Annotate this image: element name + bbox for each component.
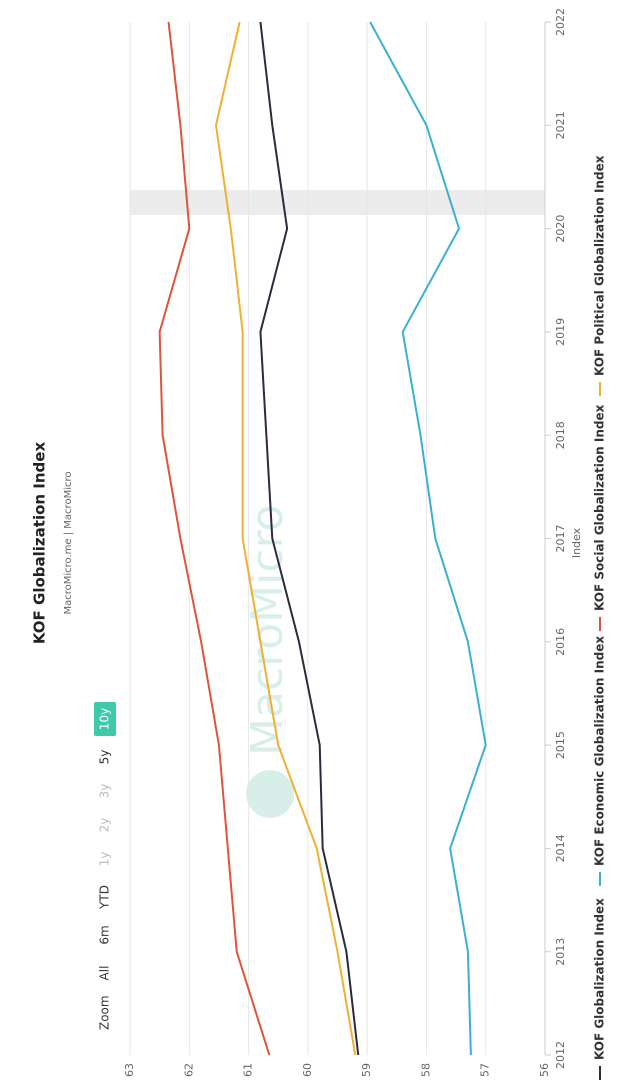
y-tick-label: 57 (479, 1063, 492, 1077)
hover-band (130, 190, 545, 215)
zoom-button[interactable]: 6m (98, 925, 112, 944)
x-tick-label: 2017 (554, 525, 567, 553)
zoom-button[interactable]: 5y (98, 750, 112, 765)
x-tick-label: 2021 (554, 111, 567, 139)
legend-entry[interactable]: KOF Globalization Index (593, 898, 607, 1060)
x-tick-label: 2013 (554, 938, 567, 966)
y-tick-label: 61 (242, 1063, 255, 1077)
rotated-chart: MacroMicro KOF Globalization Index Macro… (31, 8, 607, 1080)
zoom-button[interactable]: 10y (98, 708, 112, 730)
x-tick-label: 2015 (554, 731, 567, 759)
y-tick-label: 58 (419, 1063, 432, 1077)
y-axis-title: Index (570, 527, 583, 558)
zoom-button-bg (94, 702, 116, 736)
y-tick-label: 59 (360, 1063, 373, 1077)
y-tick-label: 62 (182, 1063, 195, 1077)
watermark: MacroMicro (242, 504, 293, 756)
series-line (158, 21, 271, 1056)
x-tick-label: 2018 (554, 421, 567, 449)
series-line (369, 21, 487, 1056)
zoom-button[interactable]: YTD (98, 885, 112, 910)
y-tick-label: 63 (123, 1063, 136, 1077)
legend-entry[interactable]: KOF Economic Globalization Index (593, 636, 607, 866)
zoom-label: Zoom (98, 995, 112, 1030)
chart-title: KOF Globalization Index (31, 442, 49, 645)
zoom-button[interactable]: 1y (98, 852, 112, 867)
zoom-button[interactable]: 2y (98, 818, 112, 833)
x-tick-label: 2020 (554, 215, 567, 243)
x-tick-label: 2019 (554, 318, 567, 346)
zoom-button[interactable]: 3y (98, 784, 112, 799)
legend-entry[interactable]: KOF Social Globalization Index (593, 404, 607, 611)
chart-subtitle: MacroMicro.me | MacroMicro (63, 472, 74, 615)
series-line (214, 21, 357, 1056)
watermark-logo (246, 770, 294, 818)
zoom-button[interactable]: All (98, 966, 112, 981)
legend-entry[interactable]: KOF Political Globalization Index (593, 155, 607, 376)
y-tick-label: 56 (538, 1063, 551, 1077)
x-tick-label: 2014 (554, 834, 567, 862)
series-line (259, 21, 360, 1056)
x-tick-label: 2022 (554, 8, 567, 36)
x-tick-label: 2012 (554, 1041, 567, 1069)
y-tick-label: 60 (301, 1063, 314, 1077)
x-tick-label: 2016 (554, 628, 567, 656)
